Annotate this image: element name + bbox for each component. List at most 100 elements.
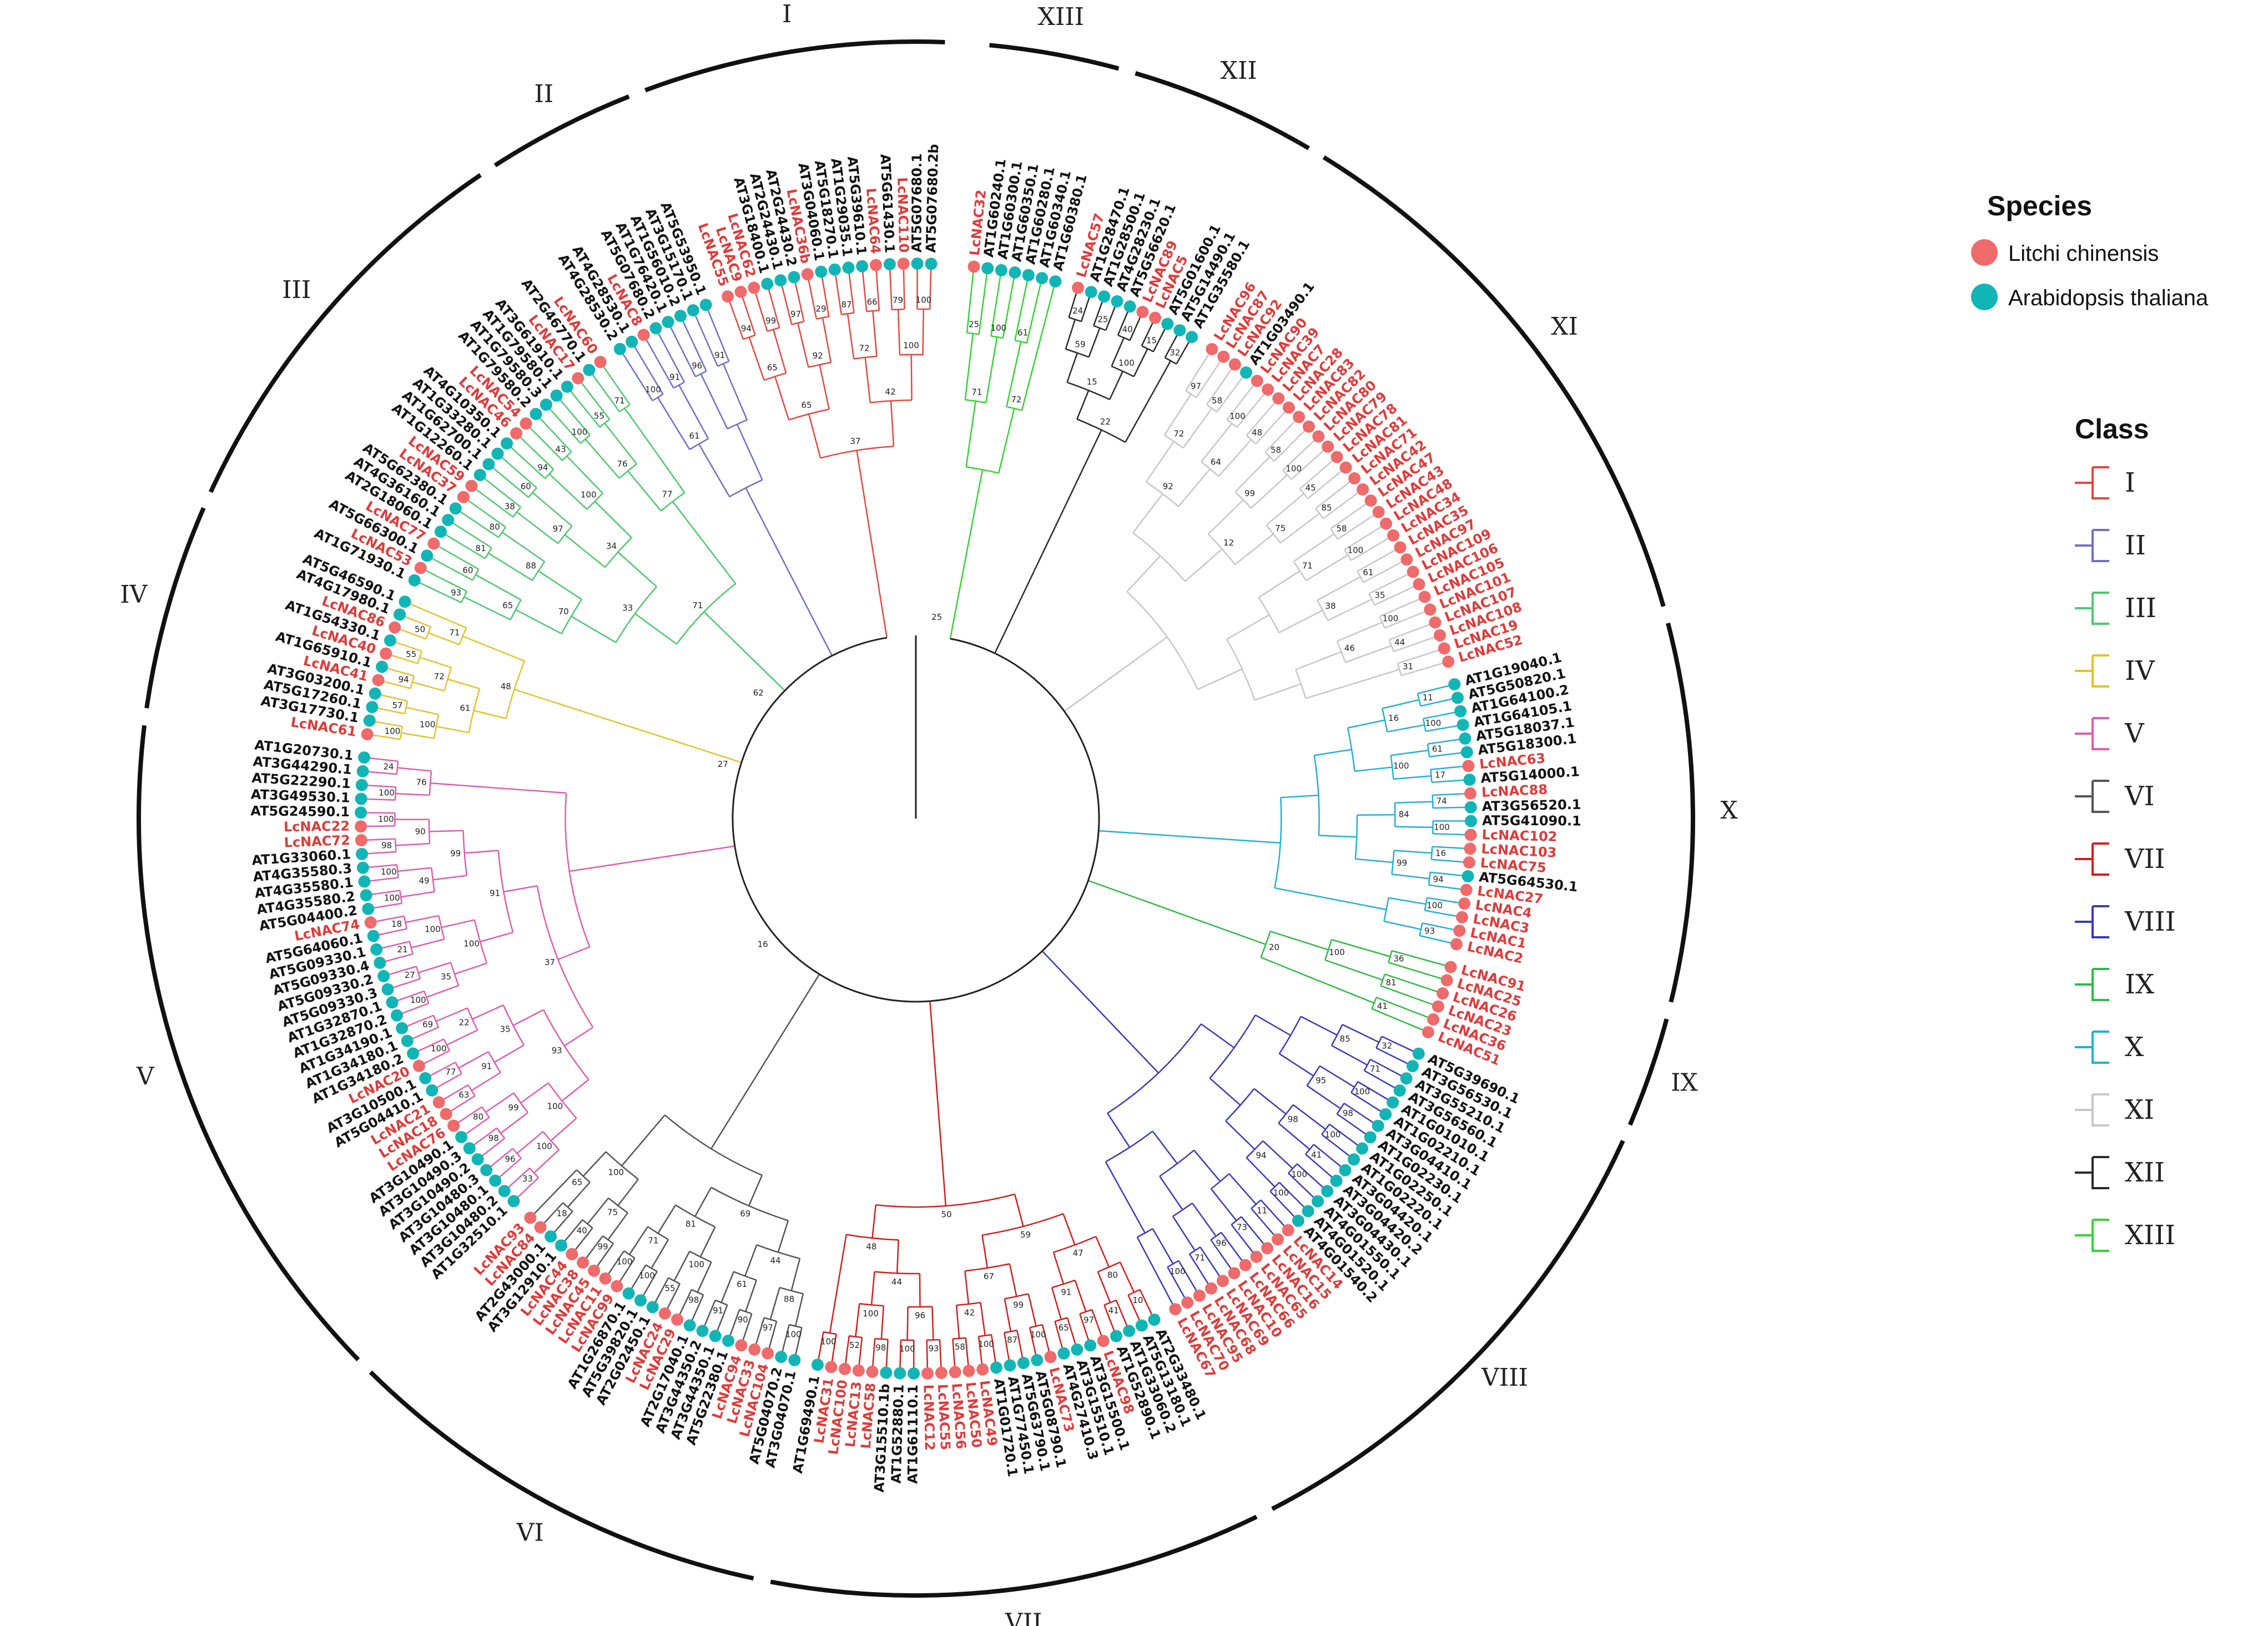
arabidopsis-leaf-marker	[1031, 1354, 1044, 1366]
litchi-leaf-marker	[852, 1364, 865, 1377]
bootstrap-value: 75	[1275, 523, 1286, 533]
arabidopsis-leaf-marker	[1302, 1205, 1314, 1218]
bootstrap-value: 100	[903, 341, 919, 351]
branch	[619, 349, 653, 401]
branch-arc	[689, 1250, 712, 1263]
arabidopsis-leaf-marker	[369, 687, 381, 700]
litchi-leaf-marker	[566, 1248, 578, 1260]
arabidopsis-leaf-marker	[1036, 272, 1049, 285]
litchi-leaf-marker	[1250, 1250, 1263, 1263]
branch	[1429, 751, 1467, 758]
arabidopsis-leaf-marker	[1379, 1108, 1392, 1120]
bootstrap-value: 100	[991, 323, 1007, 333]
bootstrap-value: 91	[1061, 1287, 1071, 1297]
branch	[1422, 922, 1460, 932]
class-legend-label: XI	[2125, 1094, 2154, 1125]
litchi-leaf-marker	[748, 281, 760, 294]
litchi-leaf-marker	[1228, 358, 1241, 371]
branch	[1347, 719, 1385, 729]
bootstrap-value: 73	[1237, 1223, 1247, 1233]
branch-arc	[544, 468, 555, 479]
branch	[965, 401, 976, 467]
branch	[780, 280, 793, 325]
branch	[569, 845, 735, 872]
branch	[807, 274, 818, 319]
branch	[1126, 555, 1161, 593]
branch	[1178, 468, 1211, 507]
branch	[1393, 634, 1440, 653]
branch	[1420, 697, 1458, 707]
bootstrap-value: 98	[875, 1342, 886, 1352]
arabidopsis-leaf-marker	[399, 595, 411, 608]
arabidopsis-leaf-marker	[377, 969, 390, 982]
branch	[651, 1239, 669, 1269]
clade-label: III	[282, 276, 311, 304]
branch	[1380, 985, 1439, 1007]
branch	[1394, 801, 1433, 804]
branch-arc	[443, 667, 452, 691]
class-legend-label: VI	[2124, 781, 2155, 812]
class-legend-swatch	[2075, 592, 2109, 625]
litchi-leaf-marker	[897, 257, 910, 270]
arabidopsis-leaf-marker	[501, 437, 513, 450]
bootstrap-value: 72	[434, 671, 445, 681]
litchi-leaf-marker	[762, 1347, 774, 1360]
bootstrap-value: 81	[476, 543, 486, 553]
arabidopsis-leaf-marker	[394, 608, 406, 621]
branch	[1218, 439, 1252, 477]
branch	[1111, 337, 1125, 367]
branch-arc	[513, 1092, 528, 1113]
arabidopsis-leaf-marker	[1454, 705, 1467, 718]
branch	[1381, 1036, 1419, 1054]
branch	[1188, 1253, 1212, 1289]
branch	[426, 555, 473, 581]
arabidopsis-leaf-marker	[463, 1142, 476, 1155]
backbone-arc	[740, 690, 785, 763]
branch	[397, 867, 432, 872]
branch	[1159, 1175, 1183, 1210]
branch	[1254, 1014, 1291, 1036]
branch	[1337, 511, 1379, 540]
branch-arc	[966, 466, 999, 474]
branch	[545, 404, 581, 444]
arabidopsis-leaf-marker	[1412, 1047, 1425, 1060]
bootstrap-value: 60	[462, 565, 473, 575]
branch	[479, 474, 521, 508]
branch	[1343, 1103, 1379, 1127]
bootstrap-value: 63	[458, 1090, 469, 1100]
branch	[1419, 935, 1457, 945]
litchi-leaf-marker	[921, 1367, 934, 1380]
arabidopsis-leaf-marker	[622, 1287, 635, 1300]
branch	[1345, 645, 1392, 663]
branch	[1210, 1188, 1237, 1221]
litchi-leaf-marker	[1434, 629, 1446, 642]
bootstrap-value: 71	[1370, 1064, 1380, 1074]
branch	[1388, 897, 1427, 905]
branch	[414, 579, 462, 603]
bootstrap-value: 100	[378, 814, 394, 824]
bootstrap-value: 65	[572, 1178, 582, 1188]
branch	[480, 931, 513, 943]
bootstrap-value: 94	[1256, 1150, 1266, 1160]
arabidopsis-leaf-marker	[646, 1301, 659, 1314]
bootstrap-value: 87	[841, 300, 851, 310]
branch	[1424, 910, 1463, 918]
arabidopsis-thaliana-label: Arabidopsis thaliana	[2008, 286, 2209, 310]
class-legend-swatch	[2075, 654, 2109, 688]
clade-label: II	[534, 80, 553, 108]
branch	[1314, 749, 1352, 756]
arabidopsis-leaf-marker	[662, 316, 674, 329]
bootstrap-value: 66	[867, 297, 878, 307]
litchi-leaf-marker	[1072, 281, 1084, 294]
branch	[1330, 500, 1372, 529]
arabidopsis-leaf-marker	[356, 861, 369, 874]
branch-arc	[602, 1235, 614, 1244]
branch	[1369, 571, 1414, 594]
bootstrap-value: 100	[1383, 614, 1399, 624]
branch	[624, 407, 686, 493]
branch	[1293, 533, 1335, 562]
branch	[404, 601, 467, 629]
bootstrap-value: 98	[381, 841, 392, 851]
branch-arc	[789, 1324, 802, 1329]
branch-arc	[455, 1062, 462, 1074]
